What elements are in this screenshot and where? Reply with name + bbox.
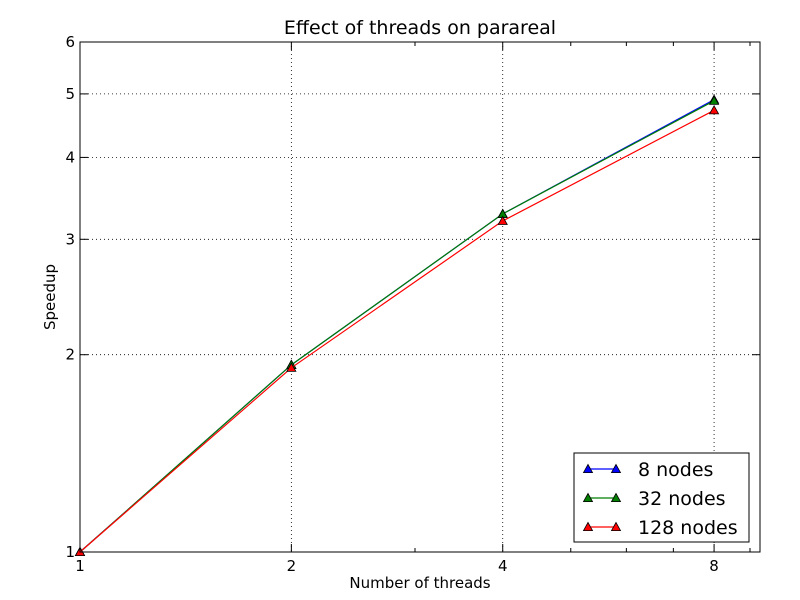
data-point (708, 104, 720, 115)
legend-marker (610, 492, 622, 503)
y-tick-label: 4 (65, 148, 75, 166)
x-tick-labels: 1 2 4 8 (75, 557, 719, 575)
y-tick-label: 1 (65, 543, 75, 561)
x-tick-label: 8 (709, 557, 719, 575)
minor-ticks (414, 42, 751, 552)
y-tick-label: 5 (65, 85, 75, 103)
legend-marker (582, 492, 594, 503)
y-tick-label: 6 (65, 33, 75, 51)
legend-marker (582, 521, 594, 531)
y-tick-label: 3 (65, 230, 75, 248)
series-line (79, 100, 715, 553)
legend-marker (582, 463, 594, 474)
legend-entries: 8 nodes 32 nodes 128 nodes (582, 459, 738, 539)
legend-label: 128 nodes (638, 517, 738, 539)
x-tick-label: 2 (287, 557, 297, 575)
legend-item: 32 nodes (582, 488, 726, 510)
series-line (79, 109, 715, 553)
y-axis-label: Speedup (41, 264, 59, 330)
legend-item: 8 nodes (582, 459, 713, 481)
data-point (497, 215, 508, 225)
grid (80, 42, 760, 552)
legend-item: 128 nodes (582, 517, 738, 539)
y-tick-label: 2 (65, 346, 75, 364)
x-tick-label: 4 (498, 557, 508, 575)
y-tick-labels: 1 2 3 4 5 6 (65, 33, 75, 561)
data-point (286, 362, 297, 372)
legend-label: 32 nodes (638, 488, 726, 510)
series (74, 94, 720, 556)
chart-title: Effect of threads on parareal (284, 17, 556, 39)
legend: 8 nodes 32 nodes 128 nodes (573, 452, 750, 543)
x-tick-label: 1 (75, 557, 85, 575)
x-axis-label: Number of threads (349, 574, 490, 592)
plot-frame (79, 41, 761, 553)
data-point (708, 95, 720, 105)
legend-marker (610, 521, 622, 531)
legend-marker (610, 463, 622, 474)
legend-label: 8 nodes (638, 459, 713, 481)
